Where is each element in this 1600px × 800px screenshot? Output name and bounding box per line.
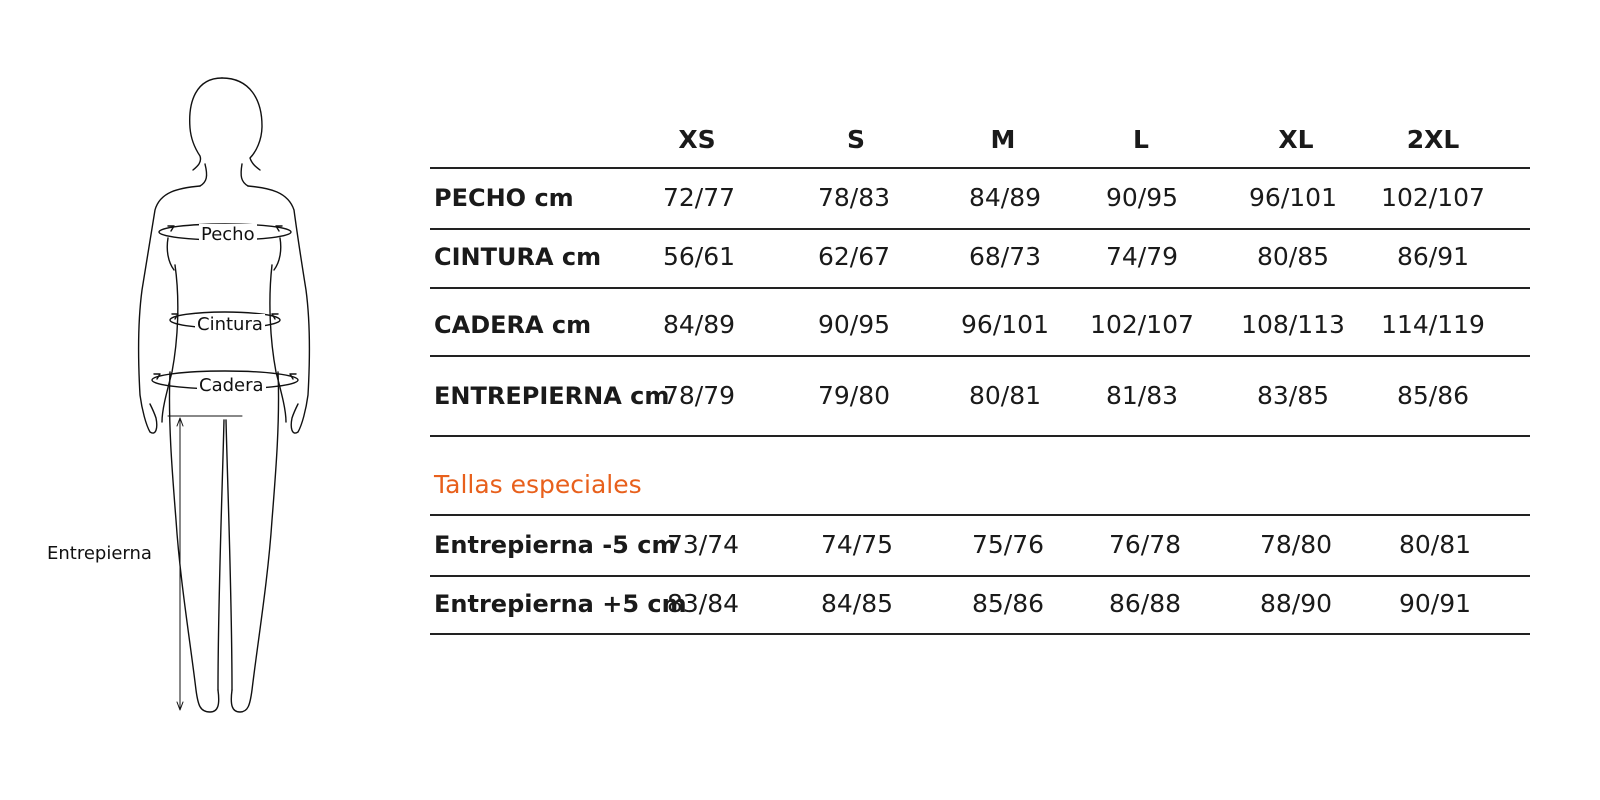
table-divider [430,287,1530,289]
table-cell: 108/113 [1241,310,1345,339]
table-cell: 86/91 [1396,242,1470,271]
table-cell: 114/119 [1381,310,1485,339]
table-cell: 80/85 [1256,242,1330,271]
entrepierna-label: Entrepierna [47,543,152,564]
table-divider [430,167,1530,169]
table-divider [430,514,1530,516]
table-cell: 84/89 [968,183,1042,212]
table-cell: 62/67 [817,242,891,271]
table-cell: 72/77 [662,183,736,212]
table-row: CINTURA cm 56/61 62/67 68/73 74/79 80/85… [430,237,1530,277]
body-measurement-figure: Pecho Cintura Cadera Entrepierna [0,0,400,800]
table-cell: 86/88 [1108,589,1182,618]
row-label: CINTURA cm [434,243,602,271]
table-divider [430,633,1530,635]
table-divider [430,575,1530,577]
table-row: Entrepierna -5 cm 73/74 74/75 75/76 76/7… [430,525,1530,565]
table-row: CADERA cm 84/89 90/95 96/101 102/107 108… [430,305,1530,345]
row-label: CADERA cm [434,311,592,339]
table-cell: 84/89 [662,310,736,339]
row-label: ENTREPIERNA cm [434,382,670,410]
table-cell: 56/61 [662,242,736,271]
table-cell: 84/85 [820,589,894,618]
pecho-label: Pecho [199,224,257,246]
table-cell: 90/95 [817,310,891,339]
table-cell: 78/79 [662,381,736,410]
cadera-label: Cadera [197,375,266,397]
row-label: Entrepierna -5 cm [434,531,677,559]
table-cell: 78/80 [1259,530,1333,559]
table-cell: 83/85 [1256,381,1330,410]
size-header-l: L [1133,125,1149,154]
table-row: Entrepierna +5 cm 83/84 84/85 85/86 86/8… [430,584,1530,624]
table-cell: 75/76 [971,530,1045,559]
table-cell: 90/91 [1398,589,1472,618]
table-divider [430,228,1530,230]
table-cell: 102/107 [1381,183,1485,212]
table-cell: 96/101 [961,310,1049,339]
table-cell: 85/86 [1396,381,1470,410]
size-header-s: S [846,125,866,154]
size-header-xl: XL [1278,125,1314,154]
table-cell: 83/84 [666,589,740,618]
table-cell: 78/83 [817,183,891,212]
special-sizes-title: Tallas especiales [434,470,642,499]
size-header-row: XS S M L XL 2XL [430,125,1530,161]
cintura-label: Cintura [195,314,265,336]
table-cell: 73/74 [666,530,740,559]
table-cell: 102/107 [1090,310,1194,339]
body-silhouette-icon [138,77,310,713]
table-cell: 88/90 [1259,589,1333,618]
row-label: PECHO cm [434,184,574,212]
table-divider [430,355,1530,357]
row-label: Entrepierna +5 cm [434,590,687,618]
table-cell: 68/73 [968,242,1042,271]
table-cell: 74/79 [1105,242,1179,271]
table-divider [430,435,1530,437]
size-header-2xl: 2XL [1406,125,1460,154]
table-row: ENTREPIERNA cm 78/79 79/80 80/81 81/83 8… [430,376,1530,416]
size-header-xs: XS [678,125,716,154]
table-cell: 74/75 [820,530,894,559]
table-cell: 79/80 [817,381,891,410]
table-cell: 80/81 [1398,530,1472,559]
table-cell: 81/83 [1105,381,1179,410]
table-cell: 85/86 [971,589,1045,618]
size-header-m: M [990,125,1016,154]
table-cell: 80/81 [968,381,1042,410]
table-row: PECHO cm 72/77 78/83 84/89 90/95 96/101 … [430,178,1530,218]
table-cell: 90/95 [1105,183,1179,212]
table-cell: 96/101 [1249,183,1337,212]
table-cell: 76/78 [1108,530,1182,559]
